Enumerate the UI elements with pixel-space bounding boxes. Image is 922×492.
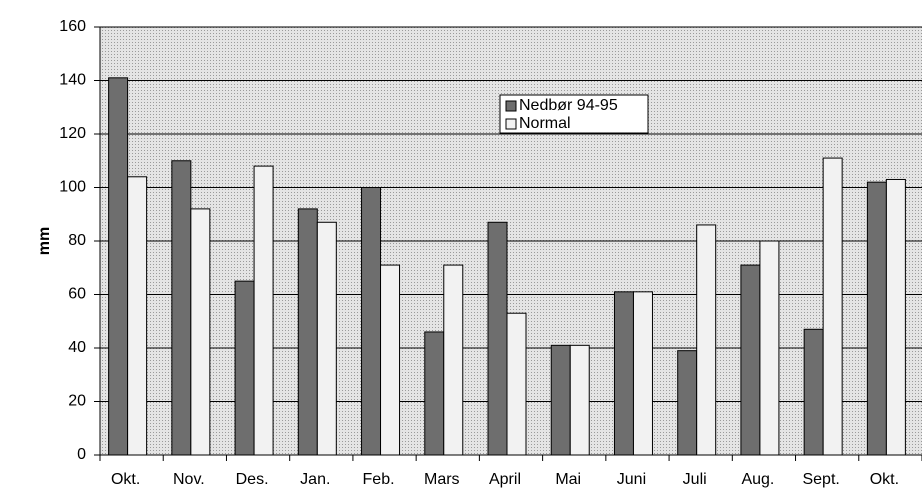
x-tick-label: Aug.: [741, 471, 774, 488]
legend-box: [499, 94, 649, 134]
bar: [696, 224, 717, 456]
bar: [759, 240, 780, 456]
bar: [253, 165, 274, 456]
bar: [885, 178, 906, 456]
x-tick-label: Nov.: [173, 471, 205, 488]
bar: [866, 181, 887, 456]
x-tick-label: Okt.: [111, 471, 140, 488]
bar: [803, 328, 824, 456]
bar: [190, 208, 211, 456]
bar: [361, 187, 382, 456]
legend-swatch: [505, 118, 517, 130]
bar: [569, 344, 590, 456]
y-tick-label: 140: [59, 72, 86, 89]
x-tick-label: April: [489, 471, 521, 488]
y-axis-label: mm: [36, 227, 53, 255]
bar: [380, 264, 401, 456]
bar: [108, 77, 129, 456]
y-tick-label: 40: [68, 339, 86, 356]
bar: [677, 350, 698, 456]
bar: [234, 280, 255, 456]
y-tick-label: 20: [68, 393, 86, 410]
legend-swatch: [505, 100, 517, 112]
bar: [316, 221, 337, 456]
bar: [424, 331, 445, 456]
bar: [550, 344, 571, 456]
x-tick-label: Juni: [617, 471, 646, 488]
x-tick-label: Juli: [683, 471, 707, 488]
bar: [822, 157, 843, 456]
y-tick-label: 160: [59, 18, 86, 35]
y-tick-label: 100: [59, 179, 86, 196]
bar: [613, 291, 634, 456]
y-tick-label: 80: [68, 232, 86, 249]
y-tick-label: 120: [59, 125, 86, 142]
x-tick-label: Mai: [555, 471, 581, 488]
bar: [740, 264, 761, 456]
bar: [297, 208, 318, 456]
bar: [171, 160, 192, 456]
x-tick-label: Okt.: [870, 471, 899, 488]
x-tick-label: Jan.: [300, 471, 330, 488]
bar: [632, 291, 653, 456]
bar: [506, 312, 527, 456]
x-tick-label: Des.: [236, 471, 269, 488]
legend-label: Nedbør 94-95: [519, 97, 618, 114]
x-tick-label: Sept.: [802, 471, 839, 488]
bar: [127, 176, 148, 456]
x-tick-label: Feb.: [363, 471, 395, 488]
legend-label: Normal: [519, 115, 571, 132]
bar: [443, 264, 464, 456]
bar: [487, 221, 508, 456]
y-tick-label: 0: [77, 446, 86, 463]
x-tick-label: Mars: [424, 471, 460, 488]
y-tick-label: 60: [68, 286, 86, 303]
